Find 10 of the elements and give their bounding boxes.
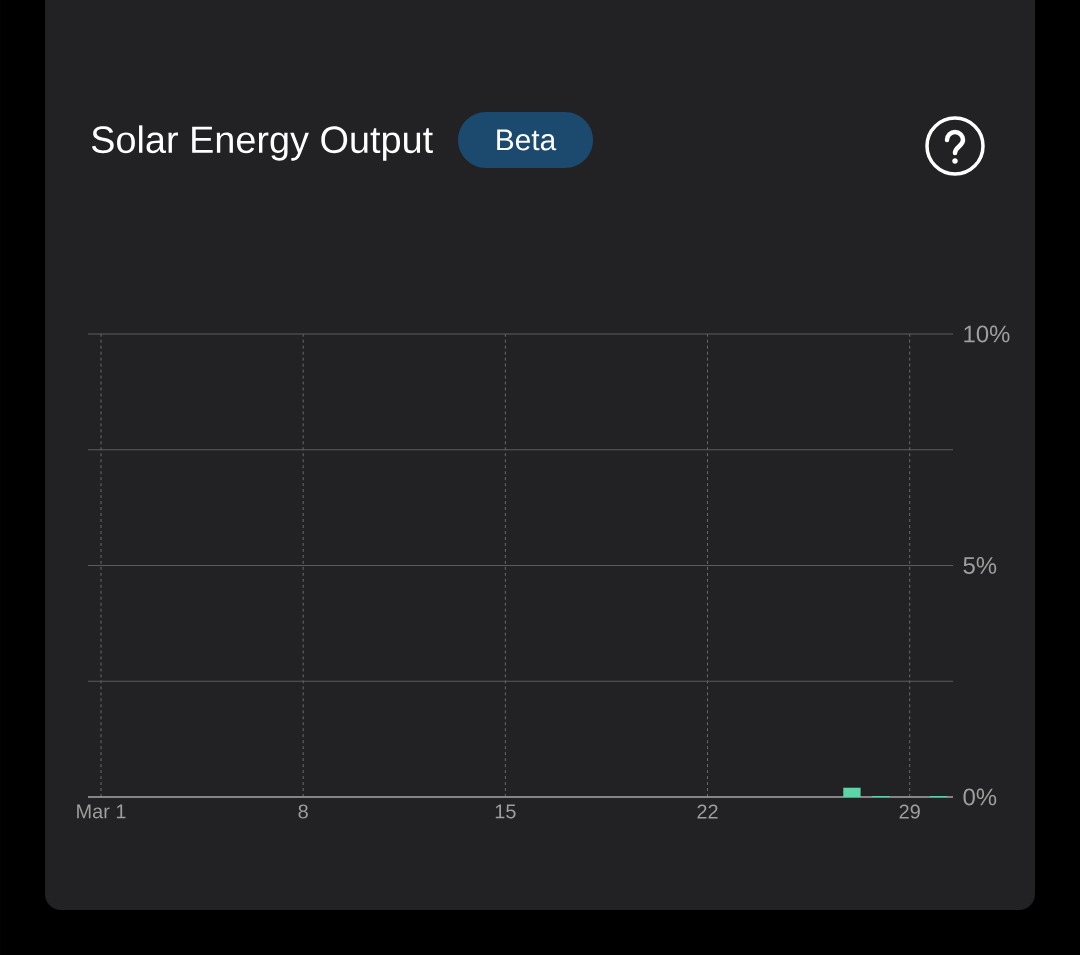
x-tick-label: 29 <box>899 804 920 819</box>
chart-title: Solar Energy Output <box>91 125 433 161</box>
x-tick-label: 8 <box>298 804 308 819</box>
text: Beta <box>497 129 557 151</box>
x-tick-label: 15 <box>495 804 516 819</box>
x-tick-label: 22 <box>697 804 718 819</box>
y-tick-label: 5% <box>963 557 997 574</box>
y-tick-label: 0% <box>963 788 997 806</box>
x-tick-label: Mar 1 <box>77 804 126 819</box>
y-tick-label: 10% <box>964 325 1010 343</box>
